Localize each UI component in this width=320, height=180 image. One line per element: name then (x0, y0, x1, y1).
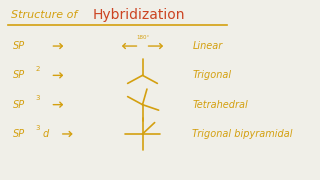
Text: d: d (42, 129, 49, 139)
Text: 180°: 180° (136, 35, 149, 40)
Text: SP: SP (13, 100, 25, 110)
Text: SP: SP (13, 41, 25, 51)
Text: Trigonal bipyramidal: Trigonal bipyramidal (192, 129, 293, 139)
Text: 2: 2 (36, 66, 40, 72)
Text: SP: SP (13, 70, 25, 80)
Text: Structure of: Structure of (12, 10, 78, 20)
Text: 3: 3 (36, 95, 40, 101)
Text: Tetrahedral: Tetrahedral (192, 100, 248, 110)
Text: Trigonal: Trigonal (192, 70, 232, 80)
Text: Linear: Linear (192, 41, 223, 51)
Text: SP: SP (13, 129, 25, 139)
Text: 3: 3 (36, 125, 40, 130)
Text: Hybridization: Hybridization (92, 8, 185, 22)
